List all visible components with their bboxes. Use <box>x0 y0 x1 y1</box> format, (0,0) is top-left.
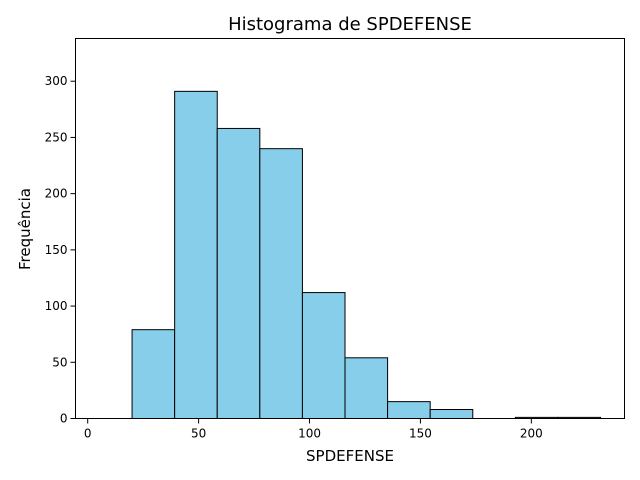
x-tick-label-3: 150 <box>409 427 432 441</box>
y-tick-label-4: 200 <box>45 187 68 201</box>
y-tick-label-5: 250 <box>45 130 68 144</box>
histogram-bar-6 <box>387 401 431 420</box>
y-axis-label: Frequência <box>16 188 34 270</box>
histogram-bar-0 <box>131 329 176 420</box>
y-tick-label-2: 100 <box>45 299 68 313</box>
x-axis-label: SPDEFENSE <box>306 447 394 465</box>
x-tick-label-4: 200 <box>520 427 543 441</box>
histogram-bar-5 <box>344 357 389 420</box>
y-tick-label-3: 150 <box>45 243 68 257</box>
histogram-bar-1 <box>174 90 218 419</box>
y-tick-label-1: 50 <box>52 355 67 369</box>
chart-title: Histograma de SPDEFENSE <box>228 14 472 35</box>
x-tick-label-2: 100 <box>298 427 321 441</box>
histogram-bar-2 <box>216 127 261 419</box>
y-axis-ticks: 0 50 100 150 200 250 300 <box>45 74 76 426</box>
y-tick-label-0: 0 <box>60 412 68 426</box>
histogram-bar-7 <box>429 409 474 420</box>
bars-group <box>131 90 602 420</box>
x-tick-label-0: 0 <box>84 427 92 441</box>
x-tick-label-1: 50 <box>191 427 206 441</box>
y-tick-label-6: 300 <box>45 74 68 88</box>
histogram-bar-4 <box>301 292 346 420</box>
plot-frame <box>75 38 625 419</box>
x-axis-ticks: 0 50 100 150 200 <box>84 418 543 441</box>
histogram-bar-3 <box>259 148 303 419</box>
